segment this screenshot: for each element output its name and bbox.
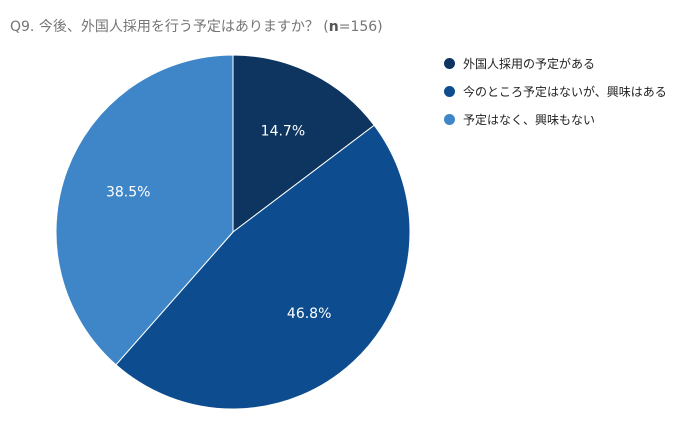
title-n: n xyxy=(328,19,339,35)
title-prefix: Q9. 今後、外国人採用を行う予定はありますか？ ( xyxy=(10,19,329,35)
legend-swatch-1 xyxy=(444,57,455,69)
pie-slice-3 xyxy=(55,54,234,366)
legend-swatch-2 xyxy=(444,85,455,97)
pie-chart: 14.7% 46.8% 38.5% xyxy=(55,54,411,410)
legend-label-2: 今のところ予定はないが、興味はある xyxy=(463,84,667,99)
legend-swatch-3 xyxy=(444,113,455,125)
legend-label-1: 外国人採用の予定がある xyxy=(463,56,596,71)
legend-item-1: 外国人採用の予定がある xyxy=(444,49,667,77)
title-suffix: =156) xyxy=(338,19,383,35)
legend-label-3: 予定はなく、興味もない xyxy=(463,112,596,127)
legend: 外国人採用の予定がある今のところ予定はないが、興味はある 予定はなく、興味もない xyxy=(444,49,667,133)
chart-title: Q9. 今後、外国人採用を行う予定はありますか？ (n=156) xyxy=(10,16,383,36)
pie-slice-label-1: 14.7% xyxy=(261,124,305,140)
pie-slice-label-2: 46.8% xyxy=(287,306,331,322)
legend-item-2: 今のところ予定はないが、興味はある xyxy=(444,77,667,105)
pie-slice-2 xyxy=(115,124,411,410)
pie-slice-1 xyxy=(232,54,375,234)
legend-item-3: 予定はなく、興味もない xyxy=(444,105,667,133)
pie-slice-label-3: 38.5% xyxy=(106,184,150,200)
